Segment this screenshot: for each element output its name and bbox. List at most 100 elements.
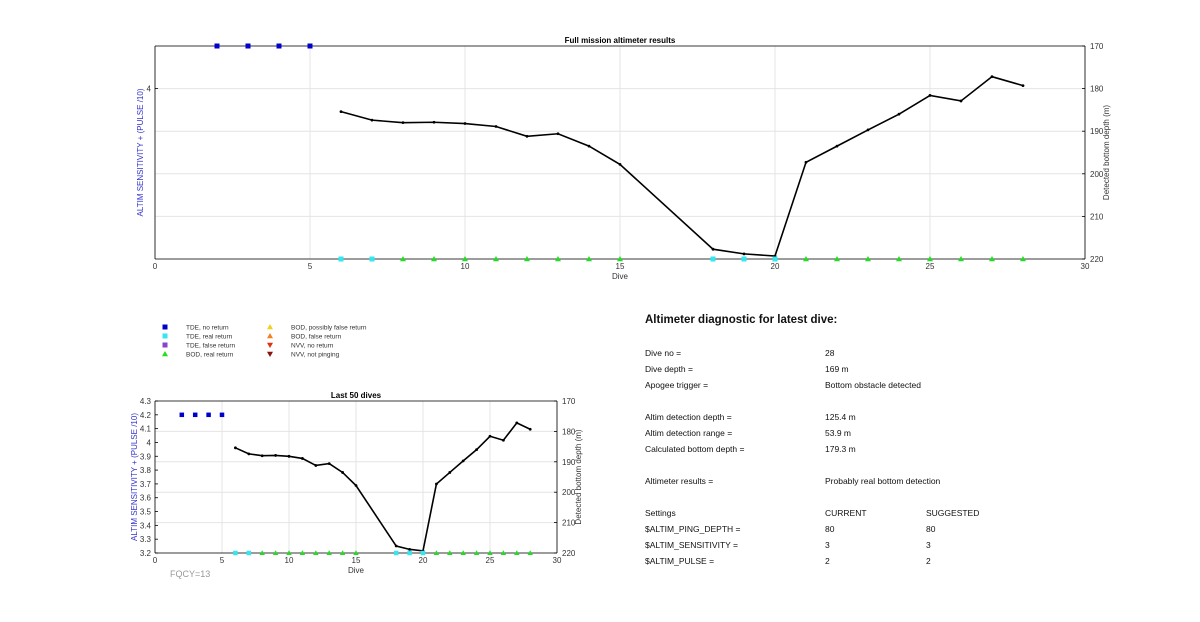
bod-marker xyxy=(353,550,359,556)
tde-marker xyxy=(772,256,778,262)
x-axis-label: Dive xyxy=(612,272,629,281)
tde-marker xyxy=(192,412,198,418)
legend-label: BOD, possibly false return xyxy=(291,325,367,332)
det-range-value: 53.9 m xyxy=(825,428,851,438)
setting-suggested: 80 xyxy=(926,524,936,534)
bottom-depth-point xyxy=(301,457,304,460)
bod-marker xyxy=(834,256,840,262)
tde-marker xyxy=(307,43,313,49)
calc-depth-value: 179.3 m xyxy=(825,444,856,454)
tde-marker xyxy=(407,550,412,556)
x-tick-label: 20 xyxy=(771,262,780,271)
bottom-depth-point xyxy=(463,122,467,125)
bottom-depth-point xyxy=(287,454,291,458)
bottom-depth-point xyxy=(502,438,505,442)
right-tick-label: 190 xyxy=(1090,127,1104,136)
dive-depth-row: Dive depth = 169 m xyxy=(645,364,1065,380)
left-tick-label: 4.2 xyxy=(140,411,152,420)
bod-marker xyxy=(500,550,507,556)
current-label: CURRENT xyxy=(825,508,867,518)
tde-marker xyxy=(206,412,211,418)
x-tick-label: 15 xyxy=(352,556,361,565)
bod-marker xyxy=(431,256,437,262)
bottom-depth-point xyxy=(448,471,452,474)
x-tick-label: 10 xyxy=(461,262,470,271)
results-value: Probably real bottom detection xyxy=(825,476,941,486)
tde-marker xyxy=(233,550,238,556)
tde-marker xyxy=(338,256,344,262)
bod-marker xyxy=(514,550,520,556)
bottom-depth-point xyxy=(1021,84,1025,88)
bottom-depth-point xyxy=(247,452,251,456)
settings-label: Settings xyxy=(645,508,676,518)
bod-marker xyxy=(493,256,499,262)
bottom-depth-point xyxy=(515,421,519,425)
chart-title: Last 50 dives xyxy=(331,391,382,400)
setting-row: $ALTIM_PULSE = 2 2 xyxy=(645,556,1065,572)
tde-marker xyxy=(369,256,375,262)
bottom-depth-point xyxy=(401,121,405,125)
right-tick-label: 220 xyxy=(1090,255,1104,264)
bod-marker xyxy=(460,550,466,556)
bottom-depth-point xyxy=(435,482,438,486)
setting-name: $ALTIM_SENSITIVITY = xyxy=(645,540,738,550)
left-tick-label: 3.8 xyxy=(140,466,152,475)
bod-marker xyxy=(555,256,561,262)
x-tick-label: 15 xyxy=(616,262,625,271)
bod-marker xyxy=(896,256,902,262)
tde-marker xyxy=(245,43,251,49)
bottom-depth-point xyxy=(528,427,532,431)
bottom-depth-point xyxy=(990,75,994,79)
x-tick-label: 30 xyxy=(1081,262,1090,271)
bottom-depth-point xyxy=(835,144,839,148)
left-tick-label: 4 xyxy=(147,85,152,94)
legend-label: TDE, false return xyxy=(186,343,236,350)
bottom-depth-point xyxy=(260,454,264,458)
bod-marker xyxy=(286,550,292,556)
left-tick-label: 4 xyxy=(147,438,152,447)
right-tick-label: 170 xyxy=(1090,42,1104,51)
tde-marker xyxy=(276,43,282,49)
bod-marker xyxy=(326,550,332,556)
det-depth-row: Altim detection depth = 125.4 m xyxy=(645,412,1065,428)
legend-marker xyxy=(162,342,168,348)
dive-no-value: 28 xyxy=(825,348,835,358)
x-tick-label: 30 xyxy=(553,556,562,565)
suggested-label: SUGGESTED xyxy=(926,508,980,518)
tde-marker xyxy=(420,550,426,556)
tde-marker xyxy=(214,43,220,49)
apogee-label: Apogee trigger = xyxy=(645,380,709,390)
apogee-row: Apogee trigger = Bottom obstacle detecte… xyxy=(645,380,1065,396)
x-tick-label: 25 xyxy=(926,262,935,271)
tde-marker xyxy=(179,412,185,418)
bottom-depth-point xyxy=(959,99,963,103)
fqcy-label: FQCY=13 xyxy=(170,569,210,579)
bottom-depth-point xyxy=(587,144,591,148)
bottom-depth-point xyxy=(274,454,277,457)
left-tick-label: 3.6 xyxy=(140,494,152,503)
bottom-depth-point xyxy=(341,471,344,474)
bod-marker xyxy=(259,550,265,556)
bod-marker xyxy=(803,256,809,262)
setting-row: $ALTIM_PING_DEPTH = 80 80 xyxy=(645,524,1065,540)
det-range-row: Altim detection range = 53.9 m xyxy=(645,428,1065,444)
bottom-depth-point xyxy=(556,132,560,136)
bottom-depth-point xyxy=(234,446,237,450)
setting-name: $ALTIM_PULSE = xyxy=(645,556,715,566)
left-tick-label: 4.1 xyxy=(140,425,152,434)
bod-marker xyxy=(433,550,440,556)
results-label: Altimeter results = xyxy=(645,476,714,486)
tde-marker xyxy=(741,256,747,262)
x-tick-label: 5 xyxy=(308,262,313,271)
left-tick-label: 3.4 xyxy=(140,521,152,530)
right-axis-label: Detected bottom depth (m) xyxy=(1102,105,1111,200)
legend-label: BOD, false return xyxy=(291,334,342,341)
x-tick-label: 5 xyxy=(220,556,225,565)
x-tick-label: 25 xyxy=(486,556,495,565)
det-depth-label: Altim detection depth = xyxy=(645,412,732,422)
bottom-depth-point xyxy=(432,120,436,124)
bottom-depth-point xyxy=(475,448,478,452)
legend-marker xyxy=(267,333,273,339)
bottom-depth-point xyxy=(339,110,343,114)
